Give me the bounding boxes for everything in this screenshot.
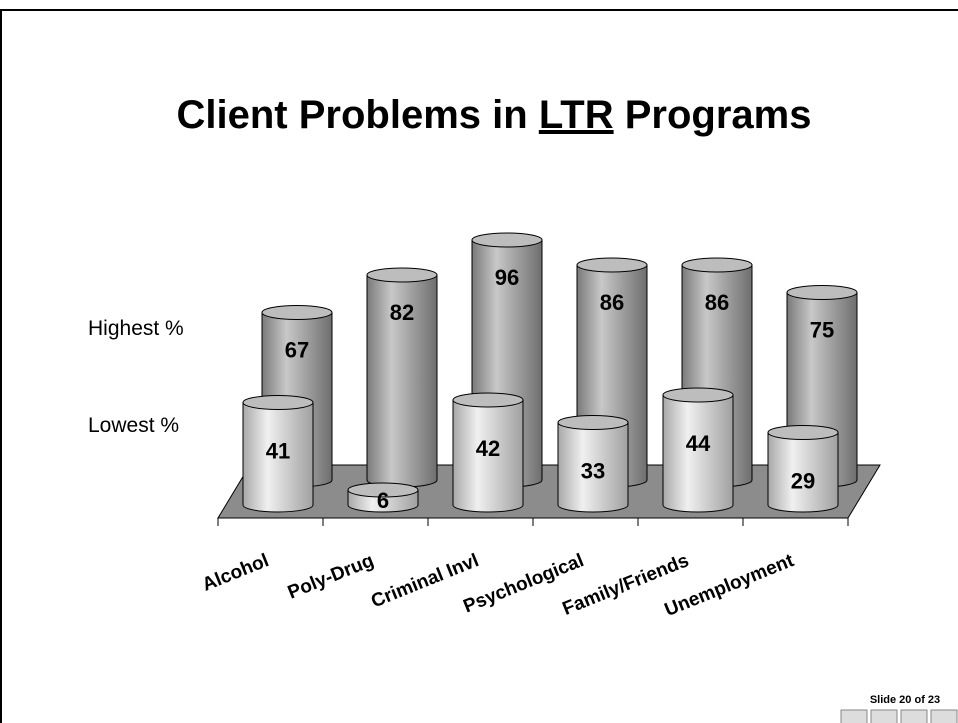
chart-title: Client Problems in LTR Programs bbox=[177, 93, 812, 137]
bar bbox=[557, 415, 629, 513]
title-part: LTR bbox=[539, 93, 614, 137]
bar-top bbox=[681, 257, 753, 273]
bar bbox=[242, 395, 314, 513]
slide-counter: Slide 20 of 23 bbox=[870, 694, 940, 706]
value-label: 82 bbox=[390, 300, 414, 325]
bar-top bbox=[471, 232, 543, 248]
nav-next[interactable] bbox=[900, 709, 928, 723]
value-label: 67 bbox=[285, 338, 309, 363]
bar bbox=[366, 267, 438, 488]
nav-prev[interactable] bbox=[870, 709, 898, 723]
bar-top bbox=[261, 305, 333, 320]
bar-top bbox=[452, 392, 524, 408]
bar bbox=[452, 392, 524, 513]
bar-top bbox=[347, 482, 419, 498]
bar-top bbox=[366, 267, 438, 283]
slide-frame bbox=[0, 9, 958, 723]
bar-top bbox=[786, 285, 858, 300]
value-label: 33 bbox=[581, 459, 605, 484]
value-label: 75 bbox=[810, 318, 834, 343]
value-label: 86 bbox=[705, 290, 729, 315]
legend-label: Highest % bbox=[88, 317, 184, 340]
x-tick-label: Alcohol bbox=[199, 550, 271, 596]
value-label: 29 bbox=[791, 469, 815, 494]
bar-top bbox=[557, 415, 629, 430]
value-label: 96 bbox=[495, 265, 519, 290]
bar bbox=[347, 482, 419, 513]
bar-body bbox=[242, 402, 314, 513]
nav-buttons bbox=[840, 709, 958, 723]
bar-body bbox=[557, 422, 629, 513]
title-part: Programs bbox=[614, 93, 812, 137]
title-part: Client Problems in bbox=[177, 93, 539, 137]
value-label: 86 bbox=[600, 290, 624, 315]
bar-top bbox=[662, 387, 734, 403]
bar-body bbox=[767, 432, 839, 513]
bar-top bbox=[767, 425, 839, 440]
nav-first[interactable] bbox=[840, 709, 868, 723]
value-label: 44 bbox=[686, 431, 711, 456]
bar-body bbox=[662, 394, 734, 513]
value-label: 42 bbox=[476, 436, 500, 461]
bar bbox=[767, 425, 839, 513]
legend-label: Lowest % bbox=[88, 414, 179, 437]
nav-last[interactable] bbox=[930, 709, 958, 723]
x-tick-label: Poly-Drug bbox=[285, 550, 377, 603]
bar-top bbox=[242, 395, 314, 410]
value-label: 6 bbox=[377, 488, 389, 513]
bar-top bbox=[576, 257, 648, 273]
value-label: 41 bbox=[266, 439, 290, 464]
bar-body bbox=[452, 399, 524, 513]
bar bbox=[662, 387, 734, 513]
